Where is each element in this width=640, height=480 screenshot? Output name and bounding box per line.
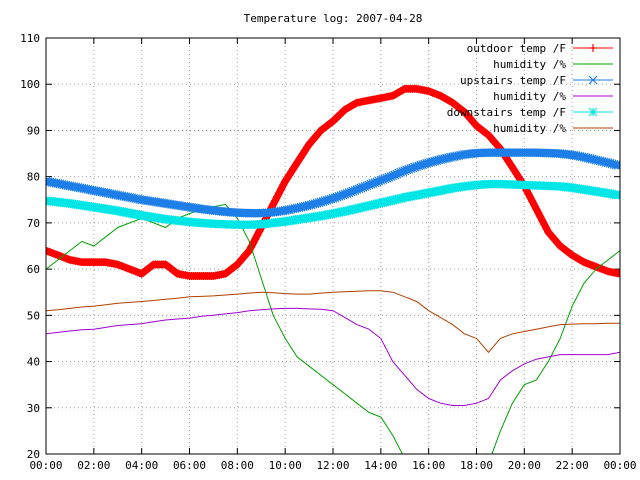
x-tick-label: 18:00 bbox=[460, 459, 493, 472]
series-line bbox=[46, 203, 620, 454]
series-1 bbox=[46, 203, 620, 454]
y-tick-label: 80 bbox=[27, 171, 40, 184]
series-5 bbox=[46, 290, 620, 354]
series-markers bbox=[46, 84, 620, 281]
y-tick-label: 70 bbox=[27, 217, 40, 230]
y-tick-label: 20 bbox=[27, 448, 40, 461]
series-markers bbox=[46, 148, 620, 218]
x-tick-label: 10:00 bbox=[269, 459, 302, 472]
series-2 bbox=[46, 148, 620, 218]
series-line bbox=[46, 307, 620, 406]
y-tick-label: 90 bbox=[27, 124, 40, 137]
legend-label: humidity /% bbox=[493, 58, 566, 71]
x-tick-label: 02:00 bbox=[77, 459, 110, 472]
y-tick-label: 100 bbox=[20, 78, 40, 91]
series-layer bbox=[46, 84, 620, 454]
x-tick-label: 14:00 bbox=[364, 459, 397, 472]
y-tick-label: 110 bbox=[20, 32, 40, 45]
x-tick-label: 12:00 bbox=[316, 459, 349, 472]
series-4 bbox=[46, 179, 620, 230]
y-tick-label: 60 bbox=[27, 263, 40, 276]
x-tick-label: 00:00 bbox=[29, 459, 62, 472]
legend-label: outdoor temp /F bbox=[467, 42, 566, 55]
chart-title: Temperature log: 2007-04-28 bbox=[244, 12, 423, 25]
legend: outdoor temp /F humidity /% upstairs temp … bbox=[447, 42, 613, 135]
legend-marker bbox=[588, 75, 598, 85]
series-markers bbox=[46, 179, 620, 230]
x-tick-label: 04:00 bbox=[125, 459, 158, 472]
plot-border bbox=[45, 37, 621, 455]
y-tick-label: 50 bbox=[27, 309, 40, 322]
legend-label: humidity /% bbox=[493, 122, 566, 135]
x-tick-label: 20:00 bbox=[508, 459, 541, 472]
legend-label: humidity /% bbox=[493, 90, 566, 103]
x-tick-label: 22:00 bbox=[556, 459, 589, 472]
series-3 bbox=[46, 307, 620, 406]
x-tick-label: 08:00 bbox=[221, 459, 254, 472]
x-tick-label: 00:00 bbox=[603, 459, 636, 472]
legend-label: upstairs temp /F bbox=[460, 74, 566, 87]
legend-label: downstairs temp /F bbox=[447, 106, 566, 119]
y-tick-label: 30 bbox=[27, 402, 40, 415]
x-tick-label: 06:00 bbox=[173, 459, 206, 472]
y-tick-label: 40 bbox=[27, 356, 40, 369]
legend-marker bbox=[589, 44, 597, 52]
legend-marker bbox=[588, 107, 598, 117]
series-line bbox=[46, 290, 620, 354]
x-tick-label: 16:00 bbox=[412, 459, 445, 472]
axes: 20 30 40 50 60 70 80 90 100 110 00:00 02:00 04:00 06:… bbox=[20, 32, 636, 472]
